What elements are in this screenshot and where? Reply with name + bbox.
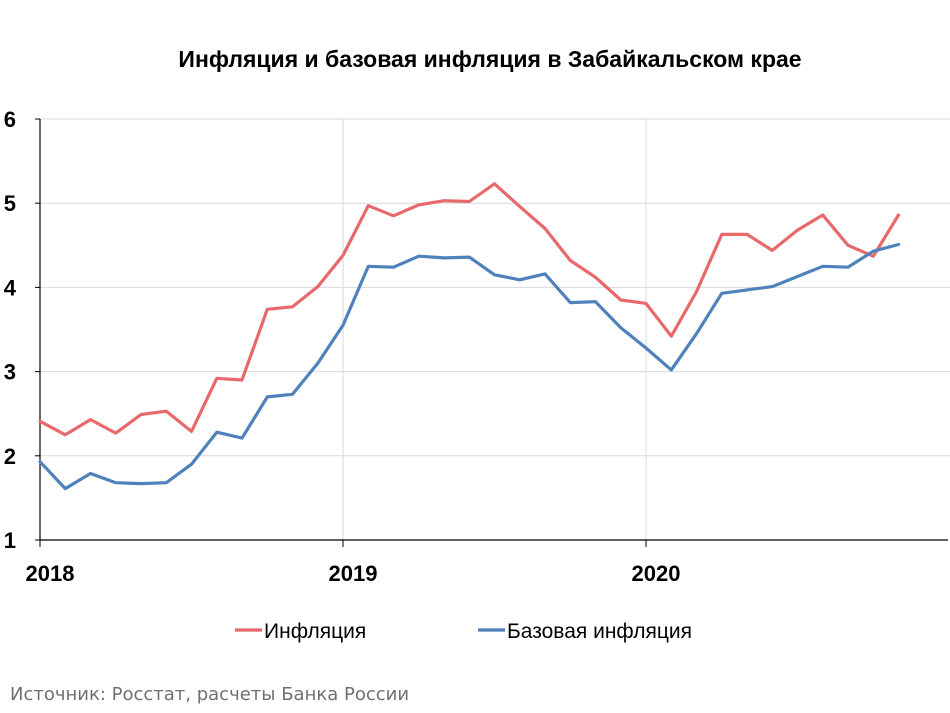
axes: [35, 118, 948, 547]
y-tick-label: 1: [4, 528, 16, 553]
grid: [40, 118, 950, 540]
legend-label: Инфляция: [264, 620, 366, 643]
y-tick-label: 5: [4, 191, 16, 216]
legend: Инфляция Базовая инфляция: [235, 620, 692, 643]
y-tick-label: 4: [4, 275, 17, 300]
source-note: Источник: Росстат, расчеты Банка России: [10, 684, 410, 705]
x-tick-label: 2019: [329, 561, 378, 586]
series-line-core-inflation: [38, 242, 901, 491]
x-tick-label: 2018: [26, 561, 75, 586]
y-tick-label: 6: [4, 107, 16, 132]
series-lines: [38, 182, 901, 491]
y-tick-label: 3: [4, 360, 16, 385]
x-axis-ticks: 2018 2019 2020: [26, 561, 681, 586]
x-tick-label: 2020: [632, 561, 681, 586]
chart-title: Инфляция и базовая инфляция в Забайкальс…: [178, 46, 801, 72]
y-tick-label: 2: [4, 444, 16, 469]
legend-label: Базовая инфляция: [507, 620, 692, 643]
y-axis-ticks: 1 2 3 4 5 6: [4, 107, 17, 553]
series-line-inflation: [38, 182, 901, 437]
